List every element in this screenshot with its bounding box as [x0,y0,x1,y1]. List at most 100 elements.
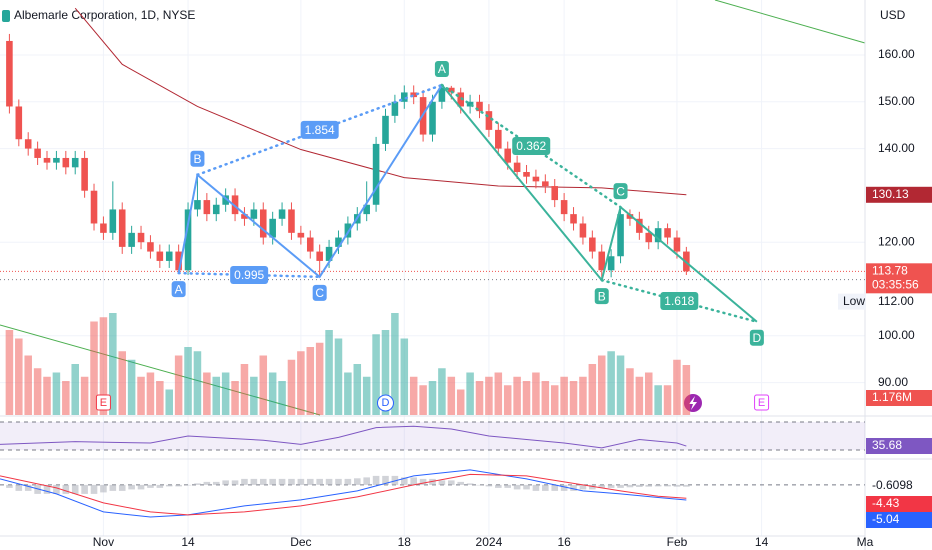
candle-body [617,214,624,257]
pattern-ratio-line [196,83,444,177]
candle-body [570,214,577,224]
x-tick-label: Dec [290,535,311,549]
macd-histogram [81,484,88,494]
price-tag: 113.78 [872,263,908,277]
volume-bar [334,338,343,415]
macd-histogram [636,484,643,487]
volume-bar [438,368,446,415]
candle-body [43,157,51,163]
candle-body [71,157,79,168]
volume-bar [212,376,221,415]
macd-histogram [147,484,154,488]
volume-bar [118,351,126,415]
macd-histogram [617,484,624,488]
event-marker[interactable] [754,394,770,411]
volume-bar [15,338,23,415]
moving-average [74,7,687,196]
candle-body [203,200,211,215]
candle-body [664,228,671,238]
candle-body [551,186,559,201]
ratio-badge [512,137,551,156]
candle-body [175,251,182,271]
macd-histogram [118,484,126,491]
candle-body [654,228,662,243]
volume-bar [80,376,89,415]
rsi-tag-bg [866,438,932,454]
macd-histogram [297,478,305,485]
point-label: B [598,289,606,303]
volume-bar [494,372,503,415]
macd-histogram [175,484,182,487]
ratio-label: 0.362 [516,139,546,153]
volume-bar [297,351,305,415]
candle-body [24,139,32,149]
point-badge [171,281,186,298]
volume-tag: 1.176M [872,390,912,404]
low-tag-label: Low [843,294,865,308]
candle-body [250,209,258,219]
x-tick-label: 18 [398,535,412,549]
point-badge [749,329,764,346]
x-tick-label: Nov [93,535,114,549]
candle-body [306,237,314,252]
macd-histogram [269,478,276,485]
volume-bar [99,317,108,415]
currency-box[interactable] [876,4,924,28]
volume-bar [560,376,568,415]
event-label: E [758,397,765,409]
macd-histogram [372,475,380,485]
macd-line [0,469,687,518]
candle-body [128,232,135,247]
macd-tag-bg [866,512,932,528]
ratio-badge [660,291,699,310]
volume-tag-bg [866,390,932,406]
point-label: B [193,152,201,166]
macd-histogram [673,484,681,487]
candle-body [429,101,436,135]
candle-body [542,181,549,187]
volume-bar [428,381,437,415]
ma-tag-bg [866,186,932,203]
macd-histogram [363,477,370,485]
macd-histogram [607,484,615,488]
macd-histogram [645,484,653,487]
volume-bar [90,321,98,415]
candle-body [495,129,502,149]
macd-histogram [513,484,521,490]
candle-body [410,92,417,98]
volume-bar [344,372,352,415]
x-tick-label: Ma [857,535,874,549]
point-badge [613,183,628,200]
volume-bar [532,372,540,415]
volume-bar [71,364,79,415]
macd-histogram [683,484,690,487]
point-badge [434,60,449,77]
ratio-label: 0.995 [234,268,264,282]
volume-bar [24,355,32,415]
volume-bar [588,364,597,415]
event-marker[interactable] [376,394,394,412]
candle-body [288,209,295,233]
volume-bar [522,381,531,415]
point-label: D [753,331,762,345]
candle-body [81,157,88,191]
volume-bar [475,381,484,415]
volume-bar [682,365,691,415]
macd-histogram [401,477,408,485]
candle-body [165,251,173,261]
macd-histogram [570,484,577,491]
candle-body [241,214,248,219]
countdown: 03:35:56 [872,277,919,291]
volume-bar [5,330,14,415]
volume-bar [485,376,493,415]
event-marker[interactable] [95,394,111,411]
macd-histogram [316,478,323,485]
x-tick-label: 14 [755,535,769,549]
macd-histogram [382,475,389,485]
rsi-tag: 35.68 [872,438,902,452]
volume-bar [409,376,418,415]
volume-bar [193,351,202,415]
volume-bar [381,330,390,415]
candle-body [636,218,643,233]
volume-bar [579,376,587,415]
